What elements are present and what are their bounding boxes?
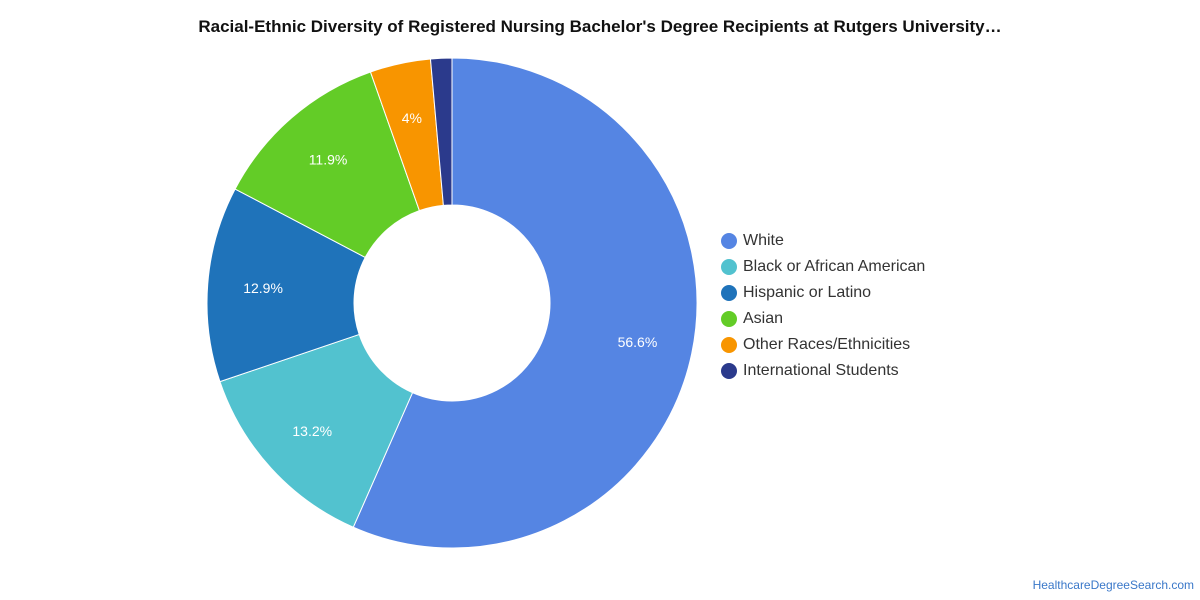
legend-label: International Students [743,362,899,379]
legend-item-other-races-ethnicities[interactable]: Other Races/Ethnicities [721,332,925,358]
slice-label-hispanic-or-latino: 12.9% [243,280,283,296]
legend-swatch [721,337,737,353]
slice-label-black-or-african-american: 13.2% [292,423,332,439]
slice-black-or-african-american[interactable] [219,333,414,528]
slice-international-students[interactable] [429,57,453,206]
legend-swatch [721,233,737,249]
donut-slices [206,57,698,549]
source-link[interactable]: HealthcareDegreeSearch.com [1032,578,1194,592]
legend-item-asian[interactable]: Asian [721,306,925,332]
legend-item-international-students[interactable]: International Students [721,358,925,384]
legend-swatch [721,285,737,301]
legend-label: Other Races/Ethnicities [743,336,911,353]
chart-legend: White Black or African American Hispanic o… [721,228,925,384]
slice-white[interactable] [352,57,698,549]
legend-label: Hispanic or Latino [743,284,872,301]
chart-title: Racial-Ethnic Diversity of Registered Nu… [198,17,1002,36]
legend-item-hispanic-or-latino[interactable]: Hispanic or Latino [721,280,925,306]
legend-label: Asian [743,310,784,327]
legend-swatch [721,259,737,275]
legend-label: White [743,232,784,249]
legend-swatch [721,363,737,379]
slice-label-other-races-ethnicities: 4% [402,110,422,126]
slice-asian[interactable] [234,71,421,259]
legend-item-black-or-african-american[interactable]: Black or African American [721,254,925,280]
legend-label: Black or African American [743,258,926,275]
slice-label-white: 56.6% [618,334,658,350]
legend-swatch [721,311,737,327]
slice-labels: 56.6% 13.2% 12.9% 11.9% 4% [243,110,657,439]
legend-item-white[interactable]: White [721,228,925,254]
slice-label-asian: 11.9% [309,152,348,168]
